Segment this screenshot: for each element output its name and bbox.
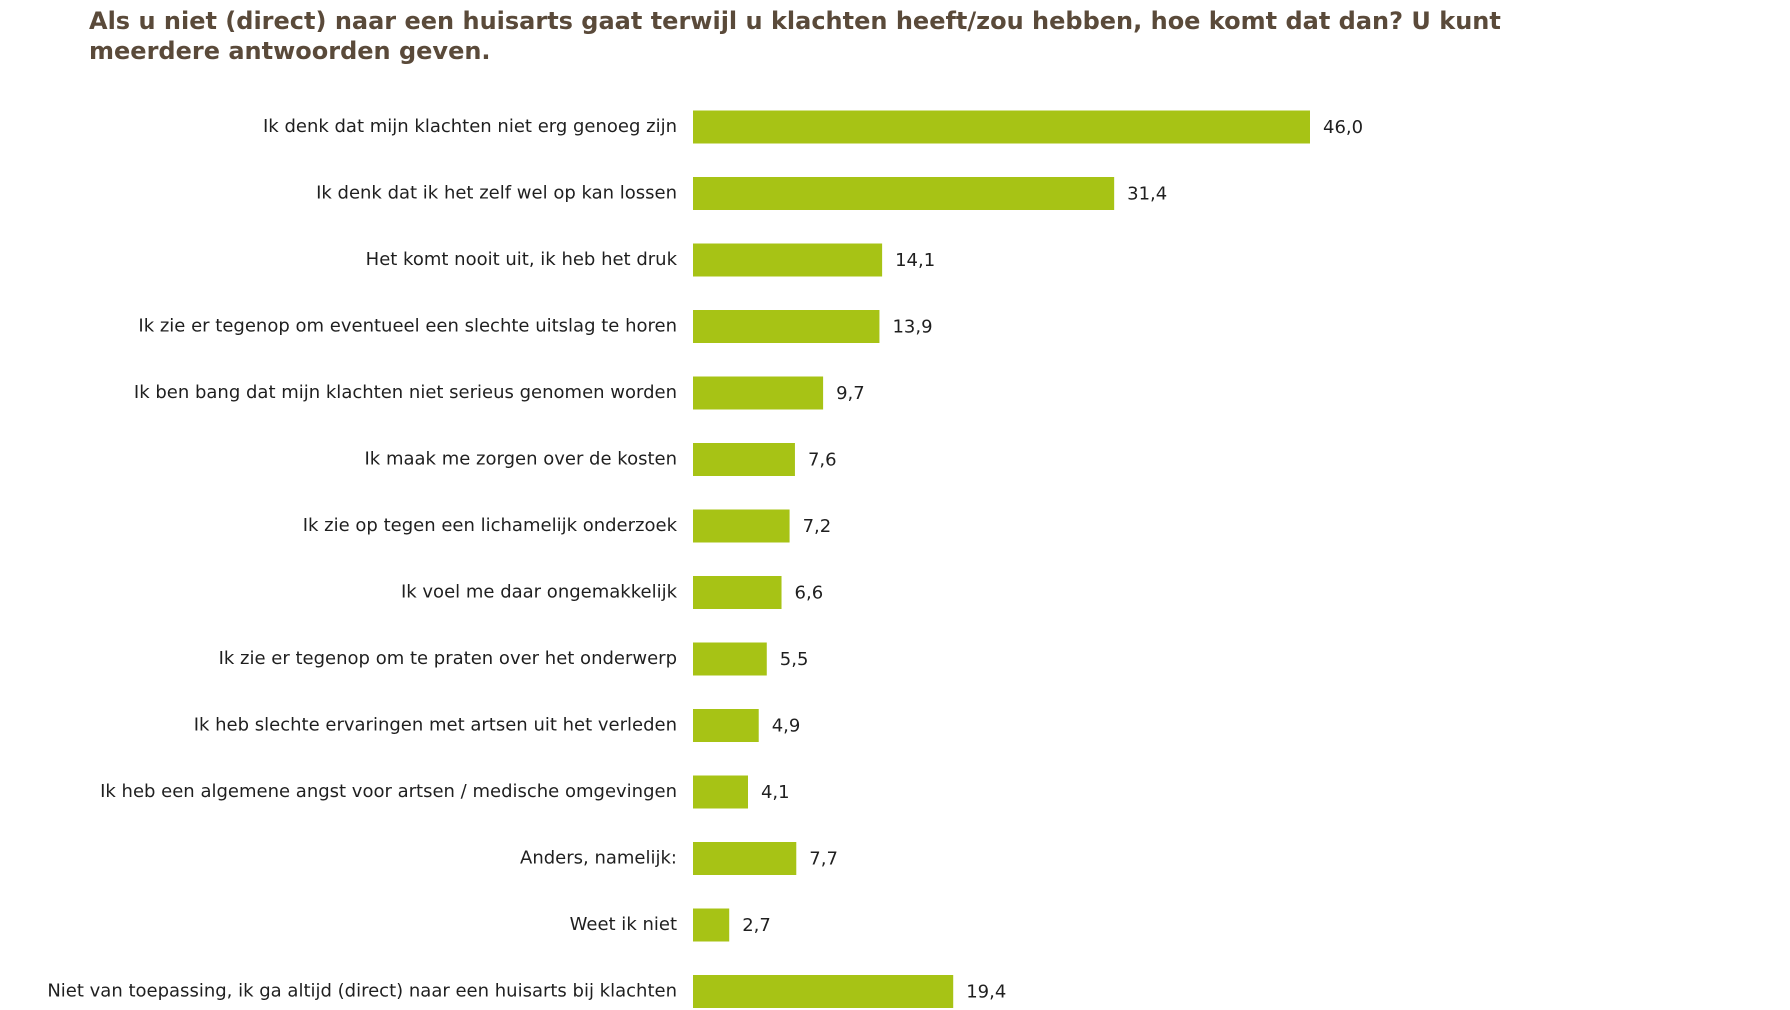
value-label: 9,7 [836,383,865,404]
value-label: 46,0 [1323,117,1363,138]
category-label: Anders, namelijk: [520,848,677,869]
value-label: 6,6 [795,583,824,604]
value-label: 7,2 [803,516,832,537]
value-label: 7,7 [809,849,838,870]
bar [693,110,1310,144]
category-label: Ik zie er tegenop om eventueel een slech… [138,316,677,337]
value-label: 13,9 [892,317,932,338]
bar [693,908,730,942]
bar [693,310,880,343]
category-label: Weet ik niet [570,914,677,935]
category-label: Ik zie op tegen een lichamelijk onderzoe… [303,515,678,536]
category-label: Ik denk dat mijn klachten niet erg genoe… [263,116,677,137]
bar [693,775,748,809]
category-labels: Ik denk dat mijn klachten niet erg genoe… [47,116,677,1002]
value-label: 5,5 [780,649,809,670]
bar [693,709,759,742]
value-label: 19,4 [966,982,1006,1003]
bar [693,509,790,543]
category-label: Ik heb een algemene angst voor artsen / … [100,781,677,802]
bar [693,376,824,410]
category-label: Ik ben bang dat mijn klachten niet serie… [134,382,677,403]
value-label: 14,1 [895,250,935,271]
category-label: Ik heb slechte ervaringen met artsen uit… [194,715,677,736]
category-label: Het komt nooit uit, ik heb het druk [366,249,678,270]
bar [693,842,797,875]
bar [693,642,767,676]
value-label: 4,9 [772,716,801,737]
bars [693,110,1310,1008]
category-label: Ik zie er tegenop om te praten over het … [219,648,677,669]
bar [693,243,883,277]
bar [693,443,795,476]
value-label: 2,7 [742,915,771,936]
value-label: 31,4 [1127,184,1167,205]
value-label: 7,6 [808,450,837,471]
category-label: Niet van toepassing, ik ga altijd (direc… [47,981,677,1002]
bar [693,576,782,609]
category-label: Ik voel me daar ongemakkelijk [401,582,678,603]
category-label: Ik denk dat ik het zelf wel op kan losse… [316,183,677,204]
bar [693,975,954,1008]
category-label: Ik maak me zorgen over de kosten [365,449,678,470]
chart-title: Als u niet (direct) naar een huisarts ga… [89,7,1501,65]
bar [693,177,1115,210]
value-labels: 46,0 31,4 14,1 13,9 9,7 7,6 7,2 6,6 5,5 4,9 4,1 7,7… [742,117,1363,1003]
value-label: 4,1 [761,782,790,803]
